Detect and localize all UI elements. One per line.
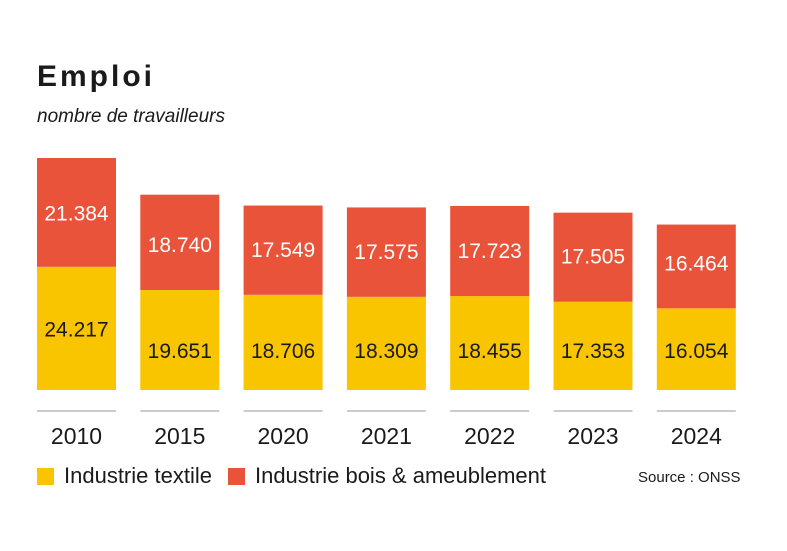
x-tick-label-2010: 2010 [51,423,102,449]
bar-bois-2023 [553,212,633,302]
x-tick-label-2024: 2024 [671,423,722,449]
value-label-bois-2022: 17.723 [458,240,522,263]
bar-bois-2015 [140,194,220,291]
value-label-bois-2020: 17.549 [251,239,315,262]
value-label-textile-2020: 18.706 [251,340,315,363]
value-label-textile-2021: 18.309 [354,340,418,363]
value-label-textile-2024: 16.054 [664,340,729,363]
value-label-textile-2010: 24.217 [44,318,108,341]
legend-swatch-bois [227,467,245,485]
value-label-textile-2022: 18.455 [458,340,522,363]
value-label-textile-2023: 17.353 [561,340,625,363]
x-tick-label-2020: 2020 [258,423,309,449]
legend-item-textile: Industrie textile [37,463,212,489]
x-tick-label-2022: 2022 [464,423,515,449]
bar-textile-2022 [450,296,530,390]
bar-bois-2021 [346,207,426,297]
value-label-bois-2021: 17.575 [354,241,418,264]
legend-label-bois: Industrie bois & ameublement [254,463,547,488]
x-tick-label-2021: 2021 [361,423,412,449]
bar-textile-2023 [553,301,633,390]
value-label-bois-2010: 21.384 [44,202,109,225]
value-label-bois-2024: 16.464 [664,252,729,275]
bar-bois-2010 [37,158,116,267]
bar-bois-2020 [243,205,323,295]
value-label-bois-2015: 18.740 [148,234,212,257]
x-tick-label-2015: 2015 [154,423,205,449]
bar-textile-2010 [37,266,116,390]
legend-swatch-textile [37,467,54,485]
bar-textile-2021 [346,296,426,390]
bar-bois-2022 [450,205,530,297]
x-tick-label-2023: 2023 [567,423,618,449]
value-label-textile-2015: 19.651 [148,340,212,363]
source-note: Source : ONSS [638,469,741,486]
legend: Industrie textile Industrie bois & ameub… [37,463,562,489]
legend-label-textile: Industrie textile [64,463,212,488]
bar-textile-2020 [243,294,323,390]
chart-title: Emploi [37,60,156,93]
legend-item-bois: Industrie bois & ameublement [227,463,547,489]
value-label-bois-2023: 17.505 [561,246,625,269]
bar-bois-2024 [656,224,736,309]
chart-subtitle: nombre de travailleurs [37,106,225,127]
bar-textile-2015 [140,290,220,390]
bar-textile-2024 [656,308,736,390]
